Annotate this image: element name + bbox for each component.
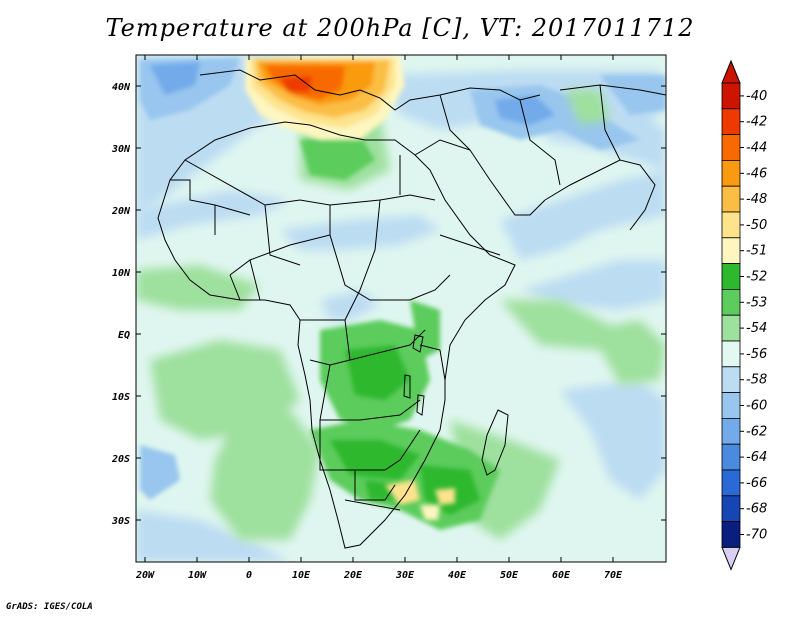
- colorbar-swatch: [721, 443, 741, 471]
- colorbar-label: -58: [746, 373, 767, 388]
- colorbar-label: -56: [746, 347, 767, 362]
- lat-tick-label: 20N: [111, 206, 131, 217]
- lat-tick-label: 20S: [111, 454, 130, 465]
- colorbar-over-arrow: [721, 59, 741, 84]
- colorbar-label: -40: [746, 89, 767, 104]
- colorbar-swatch: [721, 469, 741, 497]
- lat-tick-label: 10N: [112, 268, 131, 279]
- colorbar-swatch: [721, 288, 741, 316]
- lat-tick-label: EQ: [118, 330, 130, 341]
- coastlines: [157, 69, 666, 549]
- colorbar-swatch: [721, 237, 741, 265]
- colorbar-label: -66: [746, 476, 767, 491]
- lat-tick-label: 30N: [111, 144, 131, 155]
- colorbar: -40 -42 -44 -46 -48 -50 -51 -52 -53 -54 -56 -58 -60 -…: [721, 59, 767, 571]
- colorbar-label: -44: [746, 141, 767, 156]
- warm-anomaly: [245, 56, 455, 520]
- colorbar-swatch: [721, 82, 741, 110]
- colorbar-label: -46: [746, 166, 767, 181]
- colorbar-swatch: [721, 495, 741, 522]
- lat-tick-label: 10S: [112, 392, 130, 403]
- map-title: Temperature at 200hPa [C], VT: 201701171…: [105, 14, 695, 42]
- colorbar-label: -62: [746, 424, 767, 439]
- lon-tick-label: 20W: [135, 570, 155, 581]
- lon-tick-label: 70E: [604, 570, 623, 581]
- colorbar-label: -54: [746, 321, 767, 336]
- lon-tick-label: 40E: [448, 570, 467, 581]
- colorbar-label: -42: [746, 115, 767, 130]
- temperature-field: [136, 55, 666, 562]
- lon-tick-label: 0: [246, 570, 252, 581]
- map-frame: [135, 54, 667, 563]
- colorbar-label: -64: [746, 450, 767, 465]
- lon-tick-label: 60E: [552, 570, 571, 581]
- colorbar-swatch: [721, 340, 741, 368]
- lon-tick-label: 10E: [292, 570, 311, 581]
- colorbar-swatch: [721, 159, 741, 187]
- colorbar-swatch: [721, 521, 741, 548]
- colorbar-label: -68: [746, 502, 767, 517]
- colorbar-swatch: [721, 417, 741, 445]
- colorbar-label: -52: [746, 270, 767, 285]
- colorbar-swatch: [721, 108, 741, 136]
- longitude-axis: 20W 10W 0 10E 20E 30E 40E 50E 60E 70E: [135, 55, 623, 581]
- colorbar-swatch: [721, 392, 741, 419]
- colorbar-label: -60: [746, 399, 767, 414]
- lat-tick-label: 40N: [112, 82, 131, 93]
- lon-tick-label: 10W: [188, 570, 207, 581]
- colorbar-swatch: [721, 134, 741, 161]
- lon-tick-label: 30E: [395, 570, 415, 581]
- colorbar-label: -53: [746, 295, 767, 310]
- colorbar-swatch: [721, 263, 741, 290]
- lat-tick-label: 30S: [111, 516, 130, 527]
- colorbar-label: -50: [746, 218, 767, 233]
- colorbar-swatch: [721, 211, 741, 239]
- shade-minus60: [150, 62, 555, 125]
- colorbar-swatch: [721, 314, 741, 342]
- lon-tick-label: 20E: [343, 570, 363, 581]
- colorbar-swatch: [721, 366, 741, 393]
- lon-tick-label: 50E: [500, 570, 519, 581]
- colorbar-swatch: [721, 185, 741, 213]
- colorbar-label: -70: [746, 528, 767, 543]
- colorbar-label: -51: [746, 244, 767, 259]
- colorbar-label: -48: [746, 192, 767, 207]
- colorbar-under-arrow: [721, 546, 741, 571]
- latitude-axis: 40N 30N 20N 10N EQ 10S 20S 30S: [111, 82, 666, 527]
- grads-credit: GrADS: IGES/COLA: [6, 602, 93, 612]
